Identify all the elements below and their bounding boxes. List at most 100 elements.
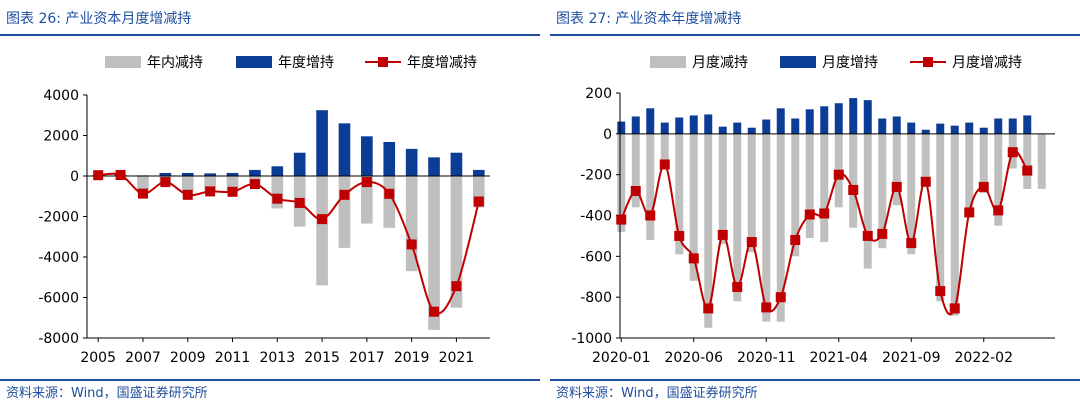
chart-monthly: 200 0 -200 -400 -600 -800 -1000 2020-01 2020-06 2…	[571, 55, 1055, 366]
bar	[660, 122, 669, 134]
bar	[791, 133, 800, 257]
bar	[316, 110, 328, 176]
bar	[892, 116, 901, 134]
line-point	[384, 188, 395, 199]
bar	[181, 172, 194, 176]
bar	[762, 133, 771, 322]
bar	[271, 166, 284, 176]
bar	[733, 133, 742, 302]
line-point	[1022, 165, 1033, 176]
line-point	[160, 177, 171, 188]
bar	[293, 152, 306, 176]
line-point	[949, 303, 960, 314]
bar	[892, 133, 901, 206]
line-point	[429, 306, 440, 317]
legend-swatch-marker	[923, 57, 933, 67]
line-point	[294, 197, 305, 208]
bar	[965, 133, 974, 218]
bar	[921, 133, 930, 185]
line-point	[935, 286, 946, 297]
bar	[646, 108, 655, 134]
bar	[428, 176, 440, 330]
y-tick-label: -4000	[38, 250, 79, 266]
bar	[776, 108, 785, 134]
line-point	[717, 229, 728, 240]
bar	[1037, 133, 1046, 189]
legend-label: 月度增减持	[952, 55, 1022, 71]
bar	[383, 141, 396, 176]
source-note: 资料来源：Wind，国盛证券研究所	[6, 386, 208, 401]
bar	[472, 169, 485, 176]
bar	[1008, 118, 1017, 134]
line-point	[862, 230, 873, 241]
bar	[405, 176, 418, 272]
y-tick-label: -6000	[38, 291, 79, 307]
bar	[338, 123, 351, 176]
line-point	[674, 230, 685, 241]
y-tick-label: 0	[70, 169, 79, 185]
line-point	[1007, 147, 1018, 158]
bar	[1023, 133, 1032, 189]
line-point	[993, 205, 1004, 216]
line-point	[761, 302, 772, 313]
line-point	[877, 228, 888, 239]
bar	[428, 157, 440, 176]
line-point	[473, 196, 484, 207]
bar	[631, 116, 640, 134]
bar	[863, 133, 872, 269]
bar	[204, 173, 216, 176]
bar	[907, 122, 916, 134]
bar	[718, 126, 727, 134]
bar	[675, 133, 684, 255]
line-point	[451, 281, 462, 292]
y-tick-label: -600	[580, 249, 612, 265]
bar	[878, 133, 887, 249]
bar	[450, 176, 463, 308]
line-point	[732, 281, 743, 292]
bar	[450, 152, 463, 176]
bar	[936, 123, 945, 134]
line-point	[819, 208, 830, 219]
bar	[361, 136, 373, 176]
x-tick-label: 2015	[304, 350, 340, 366]
legend-swatch	[236, 56, 272, 68]
x-tick-label: 2017	[349, 350, 385, 366]
line-point	[645, 210, 656, 221]
legend-label: 年度增减持	[407, 55, 477, 71]
y-tick-label: -1000	[571, 331, 612, 347]
line-point	[790, 235, 801, 245]
bar	[776, 133, 785, 322]
line-point	[891, 181, 902, 192]
bar	[733, 122, 742, 134]
bar	[863, 100, 872, 134]
x-tick-label: 2007	[125, 350, 161, 366]
line-point	[804, 209, 815, 220]
y-tick-label: 200	[585, 86, 612, 102]
x-tick-label: 2021	[439, 350, 475, 366]
bar	[820, 106, 829, 134]
line-point	[978, 181, 989, 192]
x-tick-label: 2020-06	[665, 350, 724, 366]
line-point	[249, 179, 260, 190]
line-point	[659, 159, 670, 170]
bar	[249, 169, 261, 176]
bar	[994, 133, 1003, 226]
bar	[689, 133, 698, 281]
x-tick-label: 2011	[215, 350, 251, 366]
bar	[718, 133, 727, 245]
series-line	[98, 172, 480, 315]
line-point	[317, 214, 328, 225]
legend-label: 年度增持	[278, 55, 334, 71]
bar	[849, 98, 858, 134]
bar	[204, 176, 216, 191]
legend-swatch	[780, 56, 816, 68]
x-tick-label: 2020-11	[737, 350, 796, 366]
bar	[617, 121, 626, 134]
line-point	[688, 253, 699, 264]
x-tick-label: 2005	[80, 350, 116, 366]
line-point	[93, 170, 104, 181]
line-point	[272, 193, 283, 204]
line-point	[115, 169, 126, 180]
bar	[689, 115, 698, 134]
